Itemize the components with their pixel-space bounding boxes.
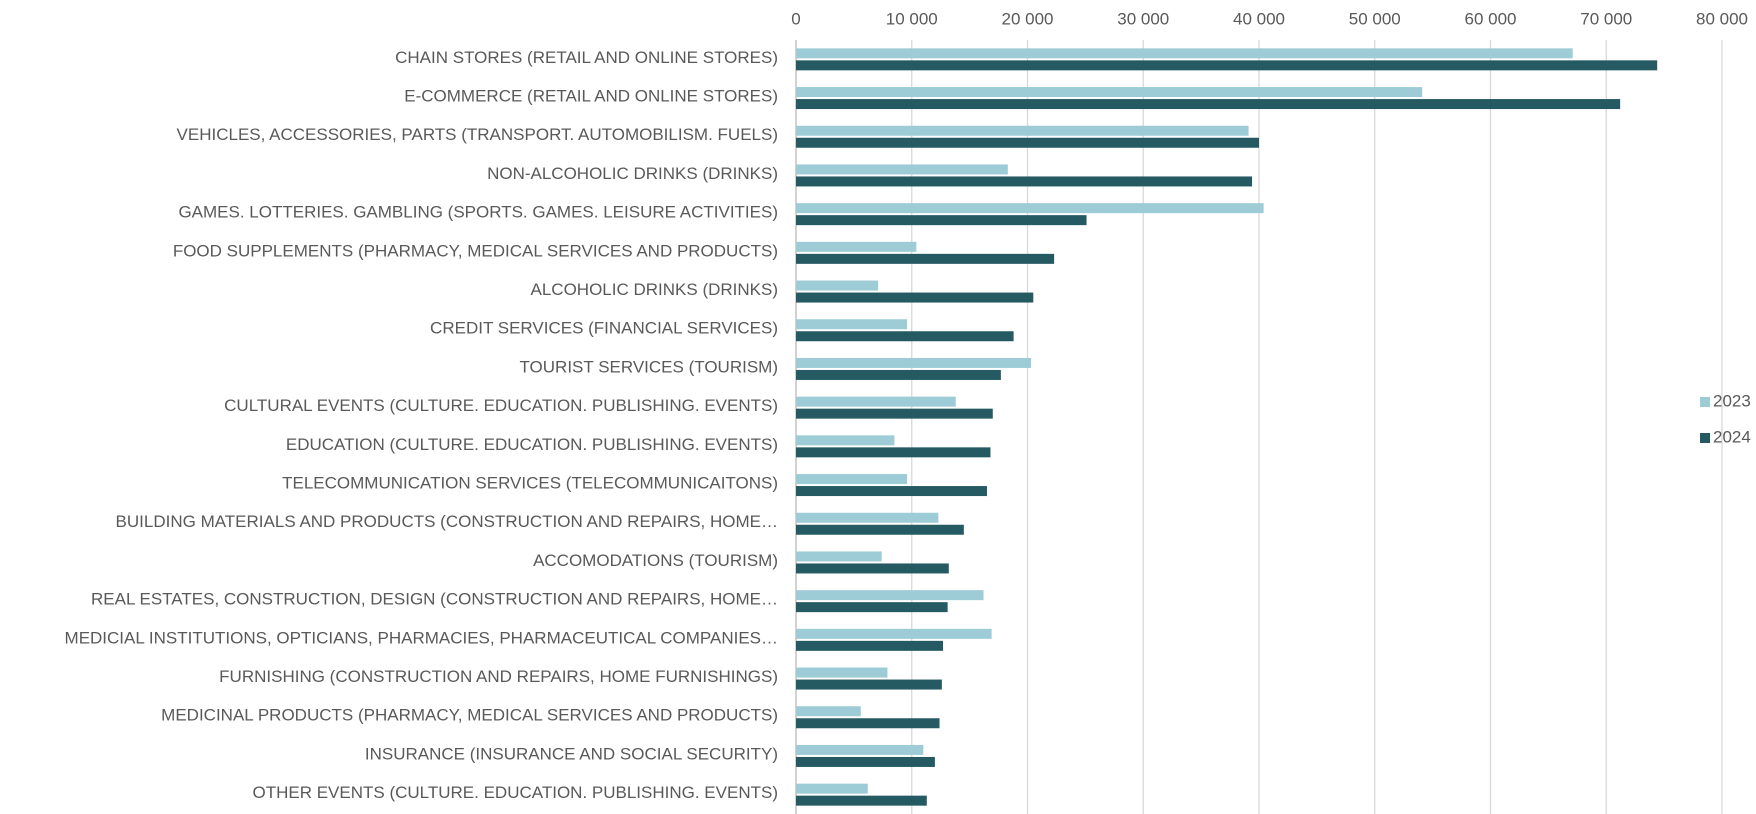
y-tick-label: E-COMMERCE (RETAIL AND ONLINE STORES)	[404, 87, 778, 106]
bar	[796, 125, 1249, 136]
bar	[796, 357, 1031, 368]
legend-label: 2023	[1713, 391, 1751, 410]
x-tick-label: 50 000	[1349, 9, 1401, 28]
y-tick-label: CULTURAL EVENTS (CULTURE. EDUCATION. PUB…	[224, 396, 778, 415]
bar	[796, 486, 987, 497]
bar	[796, 408, 993, 419]
bar	[796, 280, 879, 291]
bar	[796, 706, 861, 717]
bar	[796, 215, 1087, 226]
y-tick-label: ALCOHOLIC DRINKS (DRINKS)	[531, 280, 778, 299]
bar	[796, 718, 940, 729]
bar	[796, 640, 944, 651]
bar	[796, 60, 1658, 71]
y-tick-label: TOURIST SERVICES (TOURISM)	[519, 357, 778, 376]
bar	[796, 628, 992, 639]
y-tick-label: ACCOMODATIONS (TOURISM)	[533, 551, 778, 570]
bar	[796, 176, 1253, 187]
x-tick-label: 20 000	[1002, 9, 1054, 28]
y-tick-label: CREDIT SERVICES (FINANCIAL SERVICES)	[430, 319, 778, 338]
bar	[796, 447, 991, 458]
x-tick-label: 0	[791, 9, 800, 28]
x-tick-label: 10 000	[886, 9, 938, 28]
bar	[796, 602, 948, 613]
bar	[796, 164, 1008, 175]
bar	[796, 795, 927, 806]
bar	[796, 396, 956, 407]
bar	[796, 756, 935, 767]
bar	[796, 474, 908, 485]
x-tick-label: 40 000	[1233, 9, 1285, 28]
x-tick-label: 70 000	[1580, 9, 1632, 28]
bar	[796, 331, 1014, 342]
y-tick-label: NON-ALCOHOLIC DRINKS (DRINKS)	[487, 164, 778, 183]
bar	[796, 783, 868, 794]
bar	[796, 99, 1621, 110]
legend-swatch	[1700, 433, 1710, 443]
bar	[796, 292, 1034, 303]
x-tick-label: 80 000	[1696, 9, 1748, 28]
bar	[796, 524, 964, 535]
y-tick-label: INSURANCE (INSURANCE AND SOCIAL SECURITY…	[365, 744, 778, 763]
y-tick-label: TELECOMMUNICATION SERVICES (TELECOMMUNIC…	[282, 474, 778, 493]
bar	[796, 590, 984, 601]
bar	[796, 48, 1573, 59]
y-tick-label: FOOD SUPPLEMENTS (PHARMACY, MEDICAL SERV…	[173, 241, 778, 260]
bar	[796, 319, 908, 330]
y-tick-label: VEHICLES, ACCESSORIES, PARTS (TRANSPORT.…	[177, 125, 778, 144]
y-tick-label: OTHER EVENTS (CULTURE. EDUCATION. PUBLIS…	[253, 783, 779, 802]
y-tick-label: EDUCATION (CULTURE. EDUCATION. PUBLISHIN…	[286, 435, 778, 454]
bar	[796, 369, 1001, 380]
y-tick-label: MEDICINAL PRODUCTS (PHARMACY, MEDICAL SE…	[161, 706, 778, 725]
y-tick-label: REAL ESTATES, CONSTRUCTION, DESIGN (CONS…	[91, 590, 778, 609]
bar	[796, 87, 1423, 98]
bar	[796, 667, 888, 678]
bar	[796, 744, 924, 755]
legend-swatch	[1700, 397, 1710, 407]
y-tick-label: CHAIN STORES (RETAIL AND ONLINE STORES)	[395, 48, 778, 67]
y-tick-label: BUILDING MATERIALS AND PRODUCTS (CONSTRU…	[116, 512, 778, 531]
bar	[796, 563, 949, 574]
legend-label: 2024	[1713, 427, 1751, 446]
bar	[796, 241, 917, 252]
y-tick-label: GAMES. LOTTERIES. GAMBLING (SPORTS. GAME…	[178, 203, 778, 222]
y-tick-label: MEDICIAL INSTITUTIONS, OPTICIANS, PHARMA…	[65, 628, 778, 647]
bar	[796, 253, 1055, 264]
y-tick-label: FURNISHING (CONSTRUCTION AND REPAIRS, HO…	[219, 667, 778, 686]
bar	[796, 512, 939, 523]
bar	[796, 435, 895, 446]
x-tick-label: 30 000	[1117, 9, 1169, 28]
bar	[796, 203, 1264, 214]
bar	[796, 679, 942, 690]
x-tick-label: 60 000	[1465, 9, 1517, 28]
bar	[796, 551, 882, 562]
bar	[796, 137, 1259, 148]
